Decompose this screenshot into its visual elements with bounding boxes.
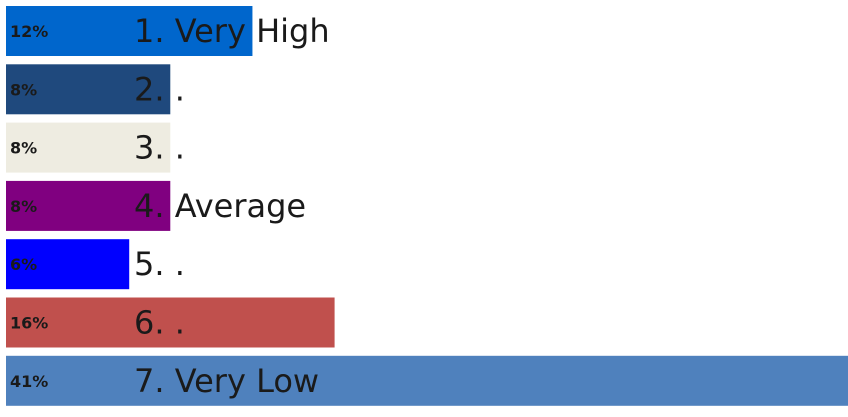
bar-row: 6% 5. .	[6, 239, 185, 290]
data-label: 16%	[10, 314, 48, 333]
category-label: 5. .	[134, 245, 185, 283]
bar	[6, 6, 253, 56]
data-label: 8%	[10, 197, 37, 216]
category-label: 2. .	[134, 70, 185, 108]
bar	[6, 180, 171, 231]
bar-row: 8% 2. .	[6, 64, 185, 115]
category-label: 7. Very Low	[134, 362, 319, 400]
bar	[6, 239, 130, 290]
category-label: 1. Very High	[134, 12, 330, 50]
data-label: 8%	[10, 80, 37, 99]
category-label: 6. .	[134, 304, 185, 342]
bar	[6, 297, 335, 348]
category-label: 4. Average	[134, 187, 306, 225]
data-label: 8%	[10, 139, 37, 158]
data-label: 41%	[10, 372, 48, 391]
bar-row: 8% 4. Average	[6, 180, 306, 231]
bar-row: 8% 3. .	[6, 122, 185, 173]
bar-row: 41% 7. Very Low	[6, 355, 848, 406]
data-label: 6%	[10, 255, 37, 274]
category-label: 3. .	[134, 129, 185, 167]
data-label: 12%	[10, 22, 48, 41]
bar-row: 16% 6. .	[6, 297, 335, 348]
bar	[6, 122, 171, 173]
bar-row: 12% 1. Very High	[6, 6, 330, 56]
bar	[6, 355, 848, 406]
bar	[6, 64, 171, 115]
